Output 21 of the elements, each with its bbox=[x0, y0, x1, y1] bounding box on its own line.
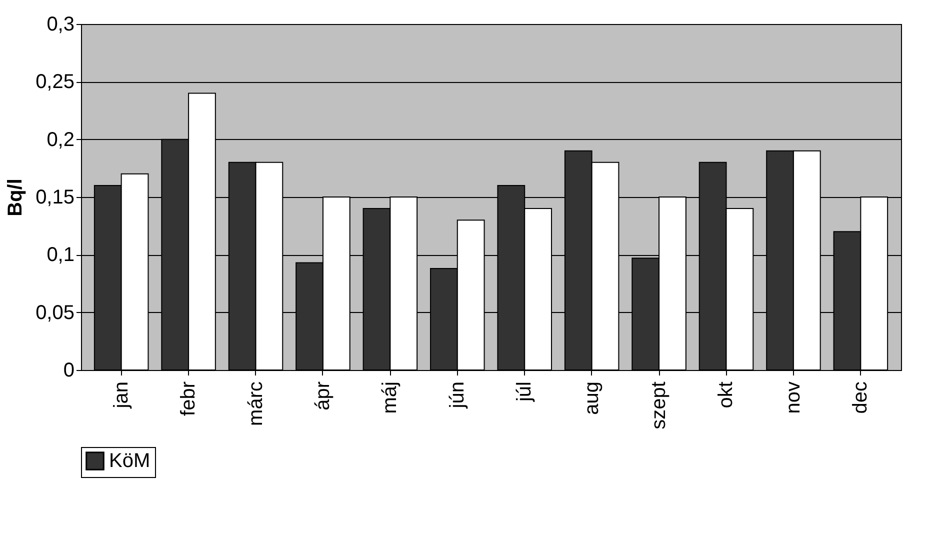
x-tick-label: szept bbox=[648, 381, 670, 430]
y-tick-label: 0,15 bbox=[36, 186, 74, 208]
y-tick-label: 0,2 bbox=[46, 128, 74, 151]
x-tick-label: máj bbox=[379, 382, 402, 414]
x-tick-label: aug bbox=[580, 382, 603, 415]
x-tick-label: júl bbox=[514, 382, 536, 403]
x-tick-label: ápr bbox=[312, 381, 334, 410]
x-tick-label: nov bbox=[782, 382, 804, 414]
legend-label: KöM bbox=[109, 450, 150, 472]
x-tick-label: jan bbox=[110, 382, 132, 410]
y-tick-label: 0,1 bbox=[46, 244, 74, 266]
y-tick-label: 0 bbox=[63, 360, 74, 382]
x-tick-label: dec bbox=[850, 382, 872, 414]
y-tick-label: 0,25 bbox=[36, 71, 74, 94]
y-tick-label: 0,3 bbox=[46, 14, 74, 36]
y-axis-title: Bq/l bbox=[4, 178, 27, 216]
x-tick-label: febr bbox=[178, 381, 200, 416]
x-tick-label: jún bbox=[446, 382, 468, 410]
y-tick-label: 0,05 bbox=[36, 302, 74, 324]
x-tick-label: okt bbox=[715, 381, 738, 408]
x-tick-label: márc bbox=[244, 382, 267, 426]
